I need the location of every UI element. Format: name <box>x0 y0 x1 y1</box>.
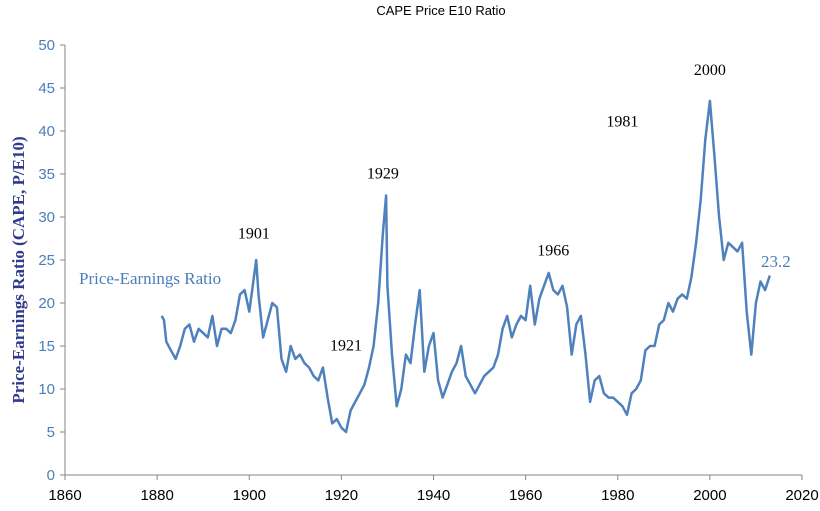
last-value-label: 23.2 <box>761 252 791 271</box>
y-tick-label: 35 <box>38 166 55 183</box>
y-tick-label: 30 <box>38 209 55 226</box>
x-ticks: 1860 1880 1900 1920 1940 1960 1980 2000 2020 <box>48 475 819 504</box>
x-tick-label: 1880 <box>140 487 173 504</box>
y-tick-label: 25 <box>38 252 55 269</box>
x-tick-label: 2000 <box>693 487 726 504</box>
x-tick-label: 1980 <box>601 487 634 504</box>
y-axis-label: Price-Earnings Ratio (CAPE, P/E10) <box>9 136 28 403</box>
y-tick-label: 40 <box>38 123 55 140</box>
y-tick-label: 5 <box>47 424 55 441</box>
x-tick-label: 1920 <box>325 487 358 504</box>
chart-title: CAPE Price E10 Ratio <box>376 3 505 18</box>
annotation-year-label: 1921 <box>330 337 362 354</box>
x-tick-label: 1900 <box>233 487 266 504</box>
x-tick-label: 2020 <box>785 487 818 504</box>
annotation-year-label: 1901 <box>238 226 270 243</box>
y-tick-label: 10 <box>38 381 55 398</box>
annotation-year-label: 1981 <box>606 114 638 131</box>
y-ticks: 0 5 10 15 20 25 30 35 40 45 50 <box>38 37 65 484</box>
y-tick-label: 45 <box>38 80 55 97</box>
x-tick-label: 1960 <box>509 487 542 504</box>
series-label: Price-Earnings Ratio <box>79 269 221 288</box>
y-tick-label: 20 <box>38 295 55 312</box>
annotation-year-label: 2000 <box>694 62 726 79</box>
y-tick-label: 50 <box>38 37 55 54</box>
annotations: 1901 1921 1929 1966 1981 2000 <box>238 62 726 354</box>
cape-series-line <box>160 99 771 434</box>
y-tick-label: 15 <box>38 338 55 355</box>
y-tick-label: 0 <box>47 467 55 484</box>
x-tick-label: 1860 <box>48 487 81 504</box>
annotation-year-label: 1929 <box>367 165 399 182</box>
x-tick-label: 1940 <box>417 487 450 504</box>
annotation-year-label: 1966 <box>537 243 569 260</box>
